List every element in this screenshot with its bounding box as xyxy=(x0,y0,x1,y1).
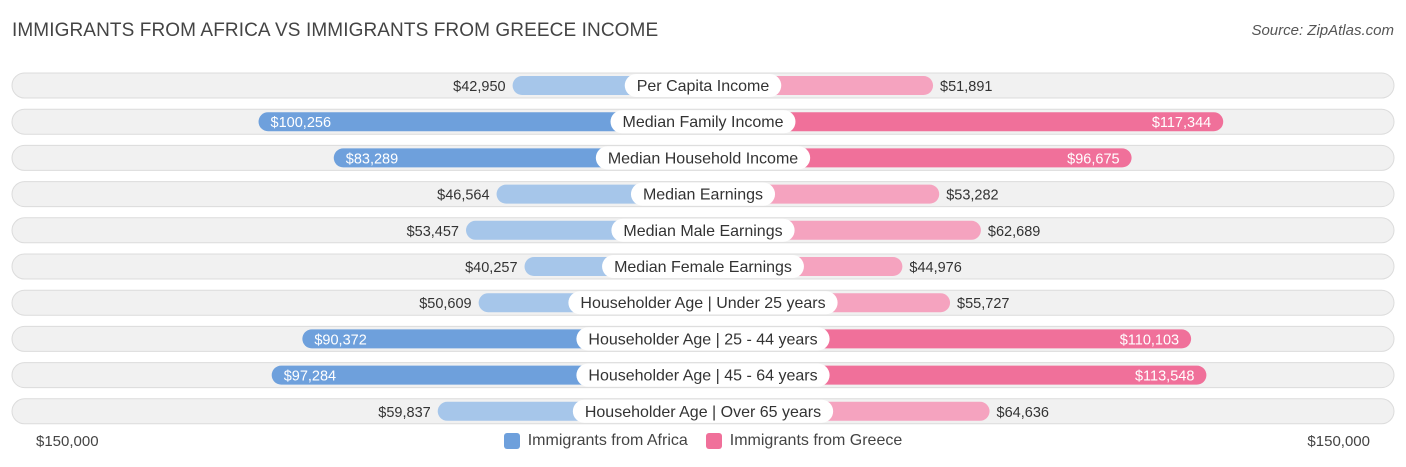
value-label-africa: $42,950 xyxy=(453,79,505,95)
legend-label-africa: Immigrants from Africa xyxy=(527,432,688,449)
category-pill xyxy=(602,255,804,278)
value-label-greece: $117,344 xyxy=(1152,115,1211,131)
value-label-greece: $51,891 xyxy=(940,79,992,95)
category-pill xyxy=(572,399,834,423)
axis-label-left: $150,000 xyxy=(36,433,99,450)
value-label-greece: $53,282 xyxy=(946,188,998,204)
value-label-greece: $110,103 xyxy=(1120,332,1179,348)
value-label-greece: $55,727 xyxy=(957,296,1009,312)
legend-label-greece: Immigrants from Greece xyxy=(729,432,903,449)
value-label-greece: $64,636 xyxy=(997,405,1049,421)
legend-item-greece[interactable]: Immigrants from Greece xyxy=(705,432,903,450)
value-label-africa: $46,564 xyxy=(437,188,489,204)
source-label: Source: ZipAtlas.com xyxy=(1251,22,1394,39)
axis-label-right: $150,000 xyxy=(1307,433,1370,450)
value-label-greece: $62,689 xyxy=(988,224,1040,240)
value-label-greece: $96,675 xyxy=(1067,151,1119,167)
value-label-greece: $44,976 xyxy=(909,260,961,276)
category-label: Householder Age | 45 - 64 years xyxy=(588,368,817,385)
value-label-africa: $50,609 xyxy=(419,296,471,312)
category-pill xyxy=(611,218,795,242)
category-label: Median Household Income xyxy=(608,150,798,167)
category-label: Householder Age | 25 - 44 years xyxy=(588,331,817,348)
value-label-africa: $40,257 xyxy=(465,260,517,276)
value-label-africa: $53,457 xyxy=(407,224,459,240)
value-label-africa: $100,256 xyxy=(271,115,331,131)
bar-africa xyxy=(258,112,703,132)
value-label-africa: $83,289 xyxy=(346,151,398,167)
value-label-africa: $97,284 xyxy=(284,369,336,385)
category-label: Per Capita Income xyxy=(637,78,770,95)
bar-greece xyxy=(703,112,1224,132)
legend-item-africa[interactable]: Immigrants from Africa xyxy=(503,432,688,450)
chart-title: IMMIGRANTS FROM AFRICA VS IMMIGRANTS FRO… xyxy=(12,20,659,41)
category-pill xyxy=(630,182,776,206)
category-pill xyxy=(568,291,838,315)
category-pill xyxy=(595,146,811,170)
legend-swatch-africa xyxy=(503,433,520,449)
value-label-africa: $90,372 xyxy=(314,332,366,348)
category-pill xyxy=(576,363,830,387)
category-label: Median Male Earnings xyxy=(623,223,782,240)
bar-greece xyxy=(703,365,1207,385)
category-label: Householder Age | Over 65 years xyxy=(585,404,821,421)
category-label: Median Family Income xyxy=(623,114,784,131)
category-pill xyxy=(624,74,782,97)
category-label: Median Female Earnings xyxy=(614,259,792,276)
value-label-africa: $59,837 xyxy=(378,405,430,421)
category-label: Median Earnings xyxy=(643,187,763,204)
value-label-greece: $113,548 xyxy=(1135,369,1194,385)
category-pill xyxy=(576,327,830,351)
legend-swatch-greece xyxy=(705,433,722,449)
category-label: Householder Age | Under 25 years xyxy=(580,295,825,312)
category-pill xyxy=(610,110,796,134)
bar-greece xyxy=(703,148,1132,168)
legend: Immigrants from Africa Immigrants from G… xyxy=(0,432,1406,450)
